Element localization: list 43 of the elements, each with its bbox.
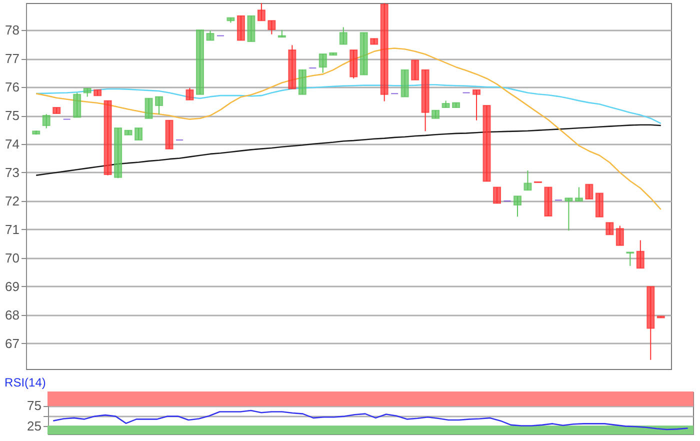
candlestick — [268, 20, 276, 35]
candlestick — [42, 114, 50, 129]
candlestick — [595, 192, 604, 218]
line-series — [35, 48, 662, 210]
candlestick — [606, 222, 614, 236]
line-series — [35, 84, 662, 124]
candlestick — [318, 53, 327, 74]
y-tick-label: 25 — [27, 418, 42, 434]
y-tick-label: 67 — [5, 336, 20, 351]
y-tick-label: 75 — [5, 108, 20, 124]
candlestick — [626, 252, 634, 266]
candlestick — [134, 128, 143, 140]
candlestick — [513, 196, 522, 218]
candlestick — [585, 184, 594, 200]
candlestick — [564, 198, 573, 232]
candlestick — [73, 92, 82, 118]
y-tick-label: 72 — [5, 193, 20, 208]
candlestick — [524, 170, 532, 191]
y-tick-label: 70 — [5, 250, 20, 266]
candlestick — [155, 96, 164, 115]
candlestick — [186, 87, 194, 100]
y-tick-label: 73 — [5, 164, 20, 180]
candlestick — [411, 60, 420, 80]
candlestick — [472, 89, 481, 121]
y-tick-label: 77 — [5, 51, 20, 66]
candlestick — [339, 26, 348, 45]
y-tick-label: 71 — [5, 222, 20, 237]
candlestick — [493, 186, 502, 204]
candlestick — [574, 186, 583, 202]
candlestick — [257, 2, 266, 22]
candlestick — [144, 98, 153, 119]
line-series — [52, 410, 688, 430]
y-tick-label: 74 — [5, 136, 20, 152]
y-tick-label: 68 — [5, 307, 20, 322]
candlestick — [616, 225, 624, 246]
line-series — [35, 124, 662, 176]
chart-title: RSI(14) — [4, 376, 46, 390]
candlestick — [206, 30, 214, 41]
y-tick-label: 69 — [5, 278, 20, 294]
y-tick-label: 76 — [5, 80, 20, 95]
y-tick-label: 75 — [27, 398, 42, 414]
y-tick-label: 78 — [5, 22, 20, 38]
candlestick — [636, 240, 644, 269]
